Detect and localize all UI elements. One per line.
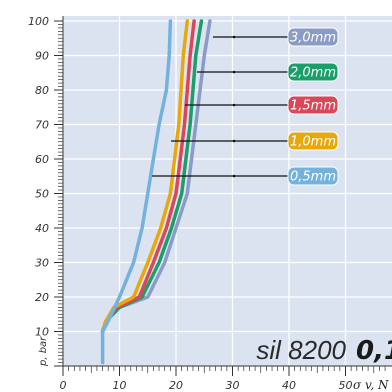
y-axis-label: p, bar — [38, 336, 49, 367]
legend-pill — [287, 62, 339, 82]
legend-label: 1,5mm — [290, 99, 336, 114]
y-tick-label: 80 — [35, 84, 49, 97]
chart-title-value: 0,1 — [356, 336, 392, 366]
y-tick-label: 60 — [35, 153, 49, 166]
legend-label: 1,0mm — [290, 135, 336, 150]
legend-pill — [287, 131, 339, 151]
y-tick-label: 70 — [35, 119, 49, 132]
legend-label: 3,0mm — [290, 31, 336, 46]
legend-leader-dot — [232, 174, 236, 178]
legend-leader-dot — [232, 139, 236, 143]
y-tick-label: 90 — [35, 50, 49, 63]
x-tick-label: 10 — [113, 379, 127, 392]
x-tick-label: 50 — [339, 379, 353, 392]
y-tick-label: 20 — [35, 291, 49, 304]
legend-leader-dot — [232, 35, 236, 39]
x-tick-label: 40 — [282, 379, 296, 392]
series-group — [100, 19, 212, 365]
series-line-5 — [100, 19, 173, 365]
legend-pill — [287, 27, 339, 47]
y-tick-label: 30 — [35, 257, 49, 270]
legend-pill — [287, 166, 339, 186]
x-tick-label: 0 — [60, 379, 67, 392]
legend-leader-dot — [232, 103, 236, 107]
y-tick-label: 100 — [28, 15, 49, 28]
legend-pill — [287, 95, 339, 115]
y-tick-label: 10 — [35, 326, 49, 339]
legend-leader-dot — [232, 70, 236, 74]
y-tick-label: 50 — [35, 188, 49, 201]
x-axis-label: σ v, N — [353, 378, 389, 392]
y-tick-label: 40 — [35, 222, 49, 235]
x-tick-label: 20 — [169, 379, 183, 392]
legend: 3,0mm 2,0mm 1,5mm 1,0mm 0,5mm — [152, 27, 339, 186]
chart-title-left: sil 8200 — [256, 335, 346, 365]
legend-label: 0,5mm — [290, 170, 336, 185]
axes: 10 20 30 40 50 60 70 80 90 100 0 10 20 30 40 50 — [28, 15, 392, 392]
x-tick-label: 30 — [226, 379, 240, 392]
legend-label: 2,0mm — [290, 66, 336, 81]
